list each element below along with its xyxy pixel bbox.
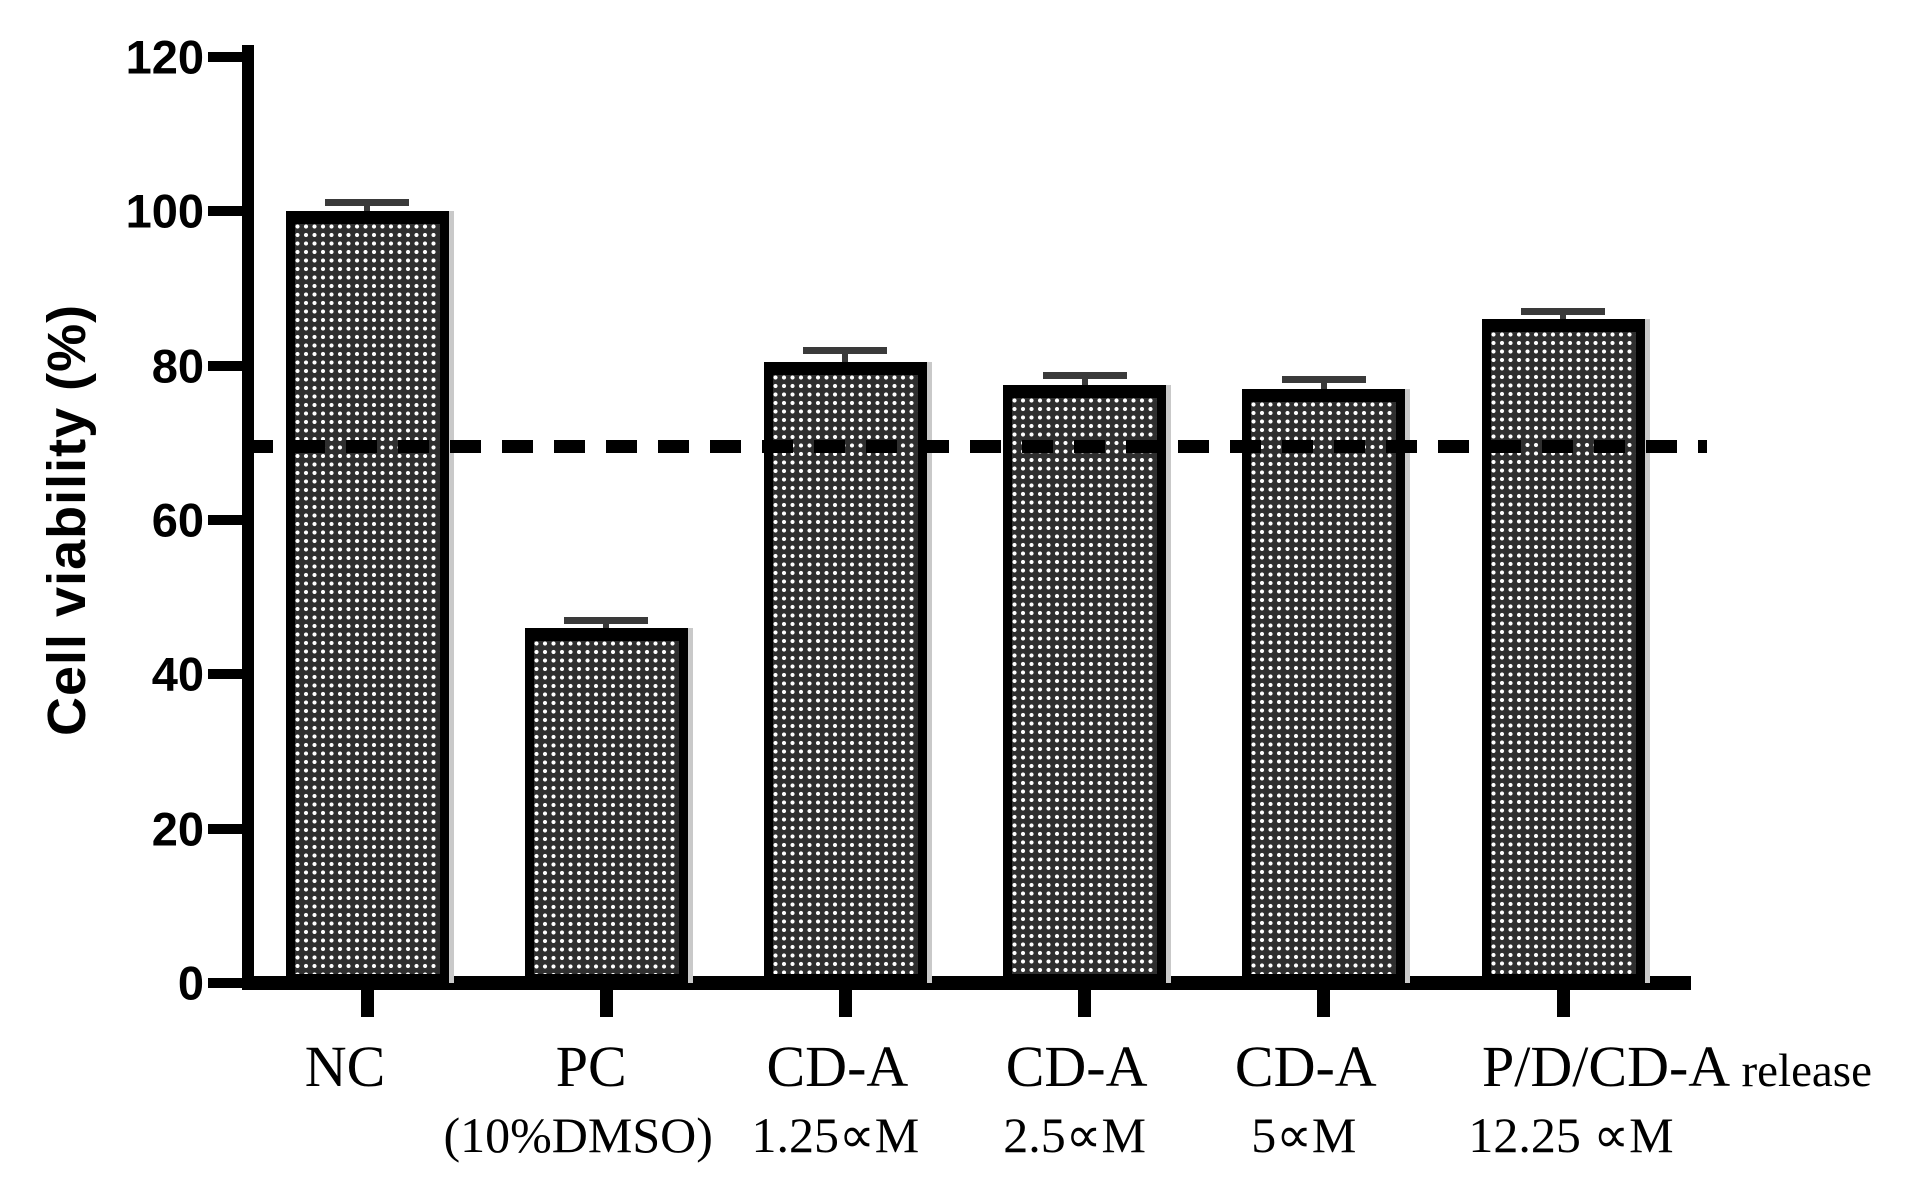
category-label: P/D/CD-A release (1482, 1033, 1872, 1100)
reference-dashed-line (242, 440, 1707, 454)
error-bar-cap (325, 198, 409, 206)
category-label: CD-A (1005, 1034, 1148, 1099)
error-bar-cap (803, 346, 888, 354)
y-tick-mark (208, 206, 242, 217)
y-tick-mark (208, 669, 242, 680)
x-tick-mark (838, 990, 852, 1017)
category-label: PC (555, 1034, 627, 1099)
category-label: CD-A (1234, 1034, 1377, 1099)
category-sublabel: 2.5∝M (1003, 1107, 1146, 1163)
x-tick-mark (1078, 990, 1092, 1017)
category-sublabel: 1.25∝M (751, 1107, 920, 1163)
y-tick-label: 20 (151, 802, 204, 856)
y-tick-mark (208, 51, 242, 62)
category-sublabel: 5∝M (1251, 1107, 1357, 1163)
bar (285, 211, 449, 983)
error-bar-stem (1320, 376, 1327, 393)
bar (1481, 319, 1645, 983)
error-bar-cap (1521, 308, 1605, 316)
y-tick-mark (208, 514, 242, 525)
category-label-main: P/D/CD-A (1482, 1034, 1742, 1099)
error-bar-stem (364, 198, 370, 216)
bar (1003, 384, 1167, 983)
error-bar-stem (842, 346, 849, 366)
bar (763, 361, 927, 983)
category-label: NC (304, 1034, 386, 1099)
y-tick-label: 80 (151, 339, 204, 393)
x-tick-mark (1556, 990, 1570, 1017)
bar (1242, 388, 1406, 983)
x-tick-mark (1317, 990, 1331, 1017)
bar (524, 628, 688, 983)
error-bar-cap (1042, 372, 1127, 380)
y-tick-mark (208, 360, 242, 371)
category-sublabel: (10%DMSO) (443, 1107, 713, 1163)
error-bar-cap (564, 616, 649, 624)
y-tick-label: 120 (125, 30, 204, 84)
error-bar-stem (1081, 372, 1088, 389)
y-tick-mark (208, 823, 242, 834)
y-tick-mark (208, 978, 242, 988)
category-label-suffix: release (1741, 1045, 1872, 1097)
y-tick-label: 40 (151, 647, 204, 701)
error-bar-cap (1281, 376, 1366, 384)
x-tick-mark (599, 990, 613, 1017)
category-sublabel: 12.25 ∝M (1468, 1107, 1674, 1163)
error-bar-stem (603, 616, 610, 632)
y-tick-label: 100 (125, 184, 204, 238)
error-bar-stem (1560, 308, 1566, 324)
y-tick-label: 60 (151, 493, 204, 547)
y-tick-label: 0 (177, 956, 204, 1010)
x-tick-mark (360, 990, 374, 1017)
x-axis-line (242, 976, 1691, 990)
y-axis-line (242, 45, 254, 990)
category-label: CD-A (766, 1034, 909, 1099)
